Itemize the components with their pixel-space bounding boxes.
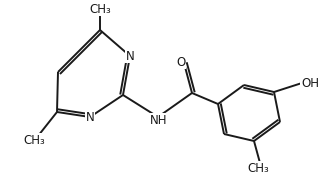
Text: N: N (125, 49, 134, 62)
Text: N: N (86, 110, 94, 124)
Text: CH₃: CH₃ (89, 2, 111, 15)
Text: NH: NH (150, 113, 168, 126)
Text: OH: OH (301, 76, 319, 89)
Text: CH₃: CH₃ (23, 134, 45, 147)
Text: O: O (176, 55, 186, 68)
Text: CH₃: CH₃ (247, 161, 269, 174)
